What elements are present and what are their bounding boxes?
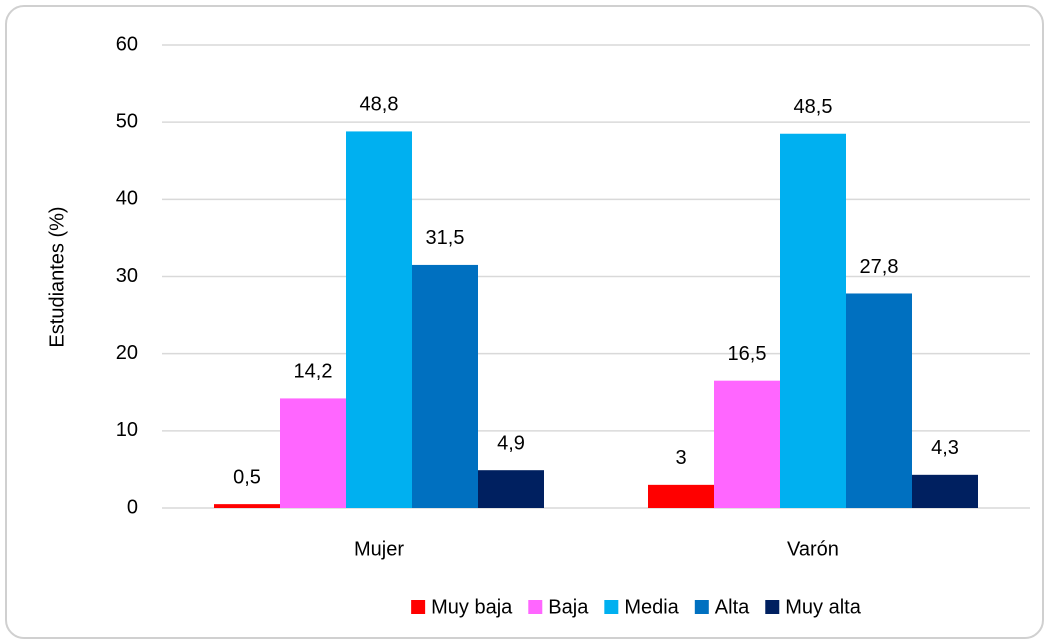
y-tick-label: 40: [116, 188, 138, 210]
bar: [412, 264, 478, 508]
y-axis-label: Estudiantes (%): [46, 206, 68, 347]
bar: [912, 474, 978, 508]
y-tick-label: 30: [116, 265, 138, 287]
bar: [280, 398, 346, 508]
data-label: 16,5: [728, 343, 767, 365]
bar: [478, 470, 544, 508]
data-label: 14,2: [294, 361, 333, 383]
data-label: 31,5: [426, 227, 465, 249]
bar: [780, 133, 846, 508]
legend-label: Baja: [548, 596, 589, 618]
data-label: 0,5: [233, 466, 261, 488]
legend-label: Media: [624, 596, 679, 618]
x-tick-label: Varón: [787, 538, 839, 560]
bar: [846, 293, 912, 508]
legend-swatch: [411, 600, 426, 614]
legend-swatch: [528, 600, 543, 614]
data-label: 48,8: [360, 94, 399, 116]
x-tick-label: Mujer: [354, 538, 404, 560]
bar: [648, 484, 714, 508]
y-tick-label: 60: [116, 33, 138, 55]
data-label: 27,8: [860, 256, 899, 278]
bar: [346, 131, 412, 508]
data-label: 4,9: [497, 432, 525, 454]
legend-swatch: [604, 600, 619, 614]
data-label: 4,3: [931, 437, 959, 459]
data-label: 48,5: [794, 96, 833, 118]
y-tick-label: 50: [116, 110, 138, 132]
y-tick-label: 20: [116, 342, 138, 364]
y-tick-label: 0: [127, 496, 138, 518]
legend-label: Alta: [715, 596, 750, 618]
bar: [214, 504, 280, 508]
y-tick-label: 10: [116, 419, 138, 441]
legend-label: Muy alta: [785, 596, 861, 618]
legend-swatch: [694, 600, 709, 614]
bar: [714, 380, 780, 508]
legend-swatch: [765, 600, 780, 614]
legend-label: Muy baja: [431, 596, 513, 618]
data-label: 3: [675, 447, 686, 469]
